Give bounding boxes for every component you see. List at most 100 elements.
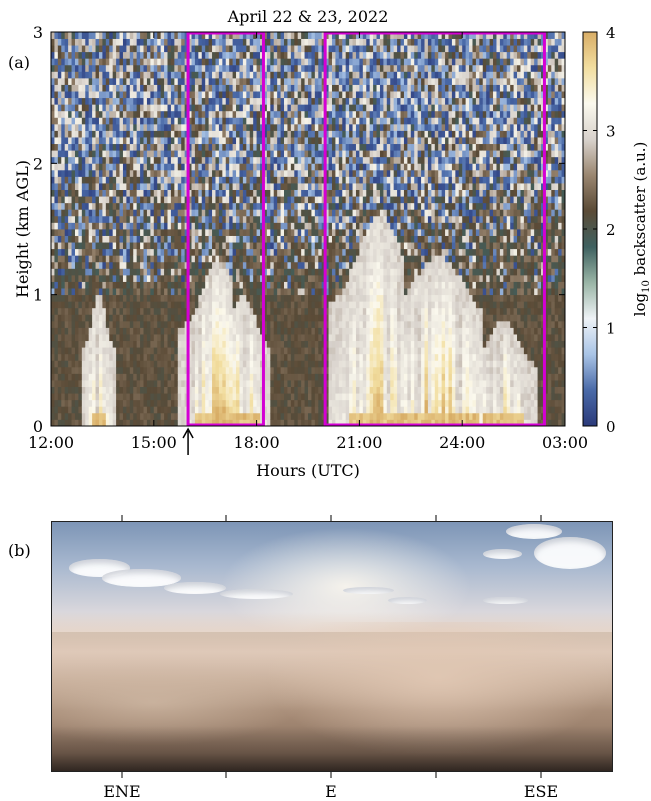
heatmap-cell: [109, 261, 114, 269]
heatmap-cell: [112, 301, 117, 309]
heatmap-cell: [109, 143, 114, 151]
heatmap-cell: [170, 64, 175, 72]
heatmap-cell: [146, 373, 151, 381]
heatmap-cell: [181, 183, 186, 190]
heatmap-cell: [146, 281, 151, 289]
heatmap-cell: [242, 38, 247, 46]
heatmap-cell: [311, 386, 316, 394]
heatmap-cell: [246, 373, 251, 381]
heatmap-cell: [170, 32, 175, 39]
heatmap-cell: [177, 419, 182, 426]
heatmap-cell: [270, 117, 275, 125]
heatmap-cell: [331, 183, 336, 190]
heatmap-cell: [270, 229, 275, 236]
heatmap-cell: [95, 419, 100, 426]
heatmap-cell: [212, 347, 216, 355]
heatmap-cell: [54, 104, 59, 112]
heatmap-cell: [133, 347, 138, 355]
heatmap-cell: [331, 32, 336, 39]
heatmap-cell: [328, 360, 333, 368]
heatmap-cell: [157, 320, 162, 328]
heatmap-cell: [253, 51, 257, 59]
heatmap-cell: [92, 38, 96, 46]
heatmap-cell: [205, 294, 210, 302]
heatmap-cell: [294, 399, 299, 407]
heatmap-cell: [212, 117, 216, 125]
heatmap-cell: [290, 156, 295, 164]
heatmap-cell: [297, 71, 302, 79]
heatmap-cell: [308, 71, 312, 79]
heatmap-cell: [61, 143, 66, 151]
heatmap-cell: [64, 366, 69, 374]
heatmap-cell: [205, 288, 210, 296]
heatmap-cell: [164, 137, 168, 145]
heatmap-cell: [239, 366, 244, 374]
heatmap-cell: [71, 320, 76, 328]
heatmap-cell: [184, 117, 189, 125]
heatmap-cell: [133, 353, 138, 361]
heatmap-cell: [229, 360, 234, 368]
heatmap-cell: [335, 347, 340, 355]
heatmap-cell: [92, 353, 96, 361]
heatmap-cell: [290, 281, 295, 289]
heatmap-cell: [304, 156, 309, 164]
heatmap-cell: [287, 406, 292, 414]
heatmap-cell: [208, 261, 213, 269]
heatmap-cell: [325, 248, 329, 256]
heatmap-cell: [61, 163, 66, 171]
heatmap-cell: [318, 347, 323, 355]
heatmap-cell: [215, 169, 220, 177]
heatmap-cell: [181, 130, 186, 138]
heatmap-cell: [102, 360, 107, 368]
heatmap-cell: [116, 222, 120, 230]
heatmap-cell: [181, 110, 186, 118]
heatmap-cell: [64, 176, 69, 184]
heatmap-cell: [136, 406, 141, 414]
heatmap-cell: [184, 229, 189, 236]
heatmap-cell: [232, 242, 237, 250]
heatmap-cell: [81, 215, 86, 223]
heatmap-cell: [150, 202, 155, 210]
heatmap-cell: [85, 366, 90, 374]
heatmap-cell: [280, 71, 285, 79]
heatmap-cell: [126, 288, 131, 296]
heatmap-cell: [157, 71, 162, 79]
heatmap-cell: [215, 248, 220, 256]
heatmap-cell: [277, 327, 281, 335]
heatmap-cell: [136, 294, 141, 302]
heatmap-cell: [290, 274, 295, 282]
heatmap-cell: [301, 242, 305, 250]
heatmap-cell: [174, 104, 179, 112]
heatmap-cell: [92, 84, 96, 92]
heatmap-cell: [170, 97, 175, 105]
heatmap-cell: [119, 242, 124, 250]
heatmap-cell: [260, 130, 264, 138]
heatmap-cell: [328, 189, 333, 197]
heatmap-cell: [64, 307, 69, 315]
heatmap-cell: [153, 406, 158, 414]
heatmap-cell: [143, 196, 148, 204]
heatmap-cell: [198, 307, 203, 315]
heatmap-cell: [263, 235, 268, 243]
heatmap-cell: [191, 366, 196, 374]
heatmap-cell: [246, 327, 251, 335]
heatmap-cell: [61, 130, 66, 138]
heatmap-cell: [194, 110, 199, 118]
heatmap-cell: [325, 32, 329, 39]
heatmap-cell: [314, 209, 319, 217]
heatmap-cell: [81, 143, 86, 151]
heatmap-cell: [304, 288, 309, 296]
heatmap-cell: [54, 406, 59, 414]
heatmap-cell: [266, 235, 271, 243]
heatmap-cell: [143, 320, 148, 328]
heatmap-cell: [61, 156, 66, 164]
heatmap-cell: [308, 97, 312, 105]
heatmap-cell: [277, 380, 281, 387]
heatmap-cell: [61, 64, 66, 72]
heatmap-cell: [321, 235, 326, 243]
heatmap-cell: [328, 327, 333, 335]
heatmap-cell: [232, 281, 237, 289]
heatmap-cell: [122, 137, 127, 145]
heatmap-cell: [74, 156, 79, 164]
heatmap-cell: [266, 334, 271, 342]
